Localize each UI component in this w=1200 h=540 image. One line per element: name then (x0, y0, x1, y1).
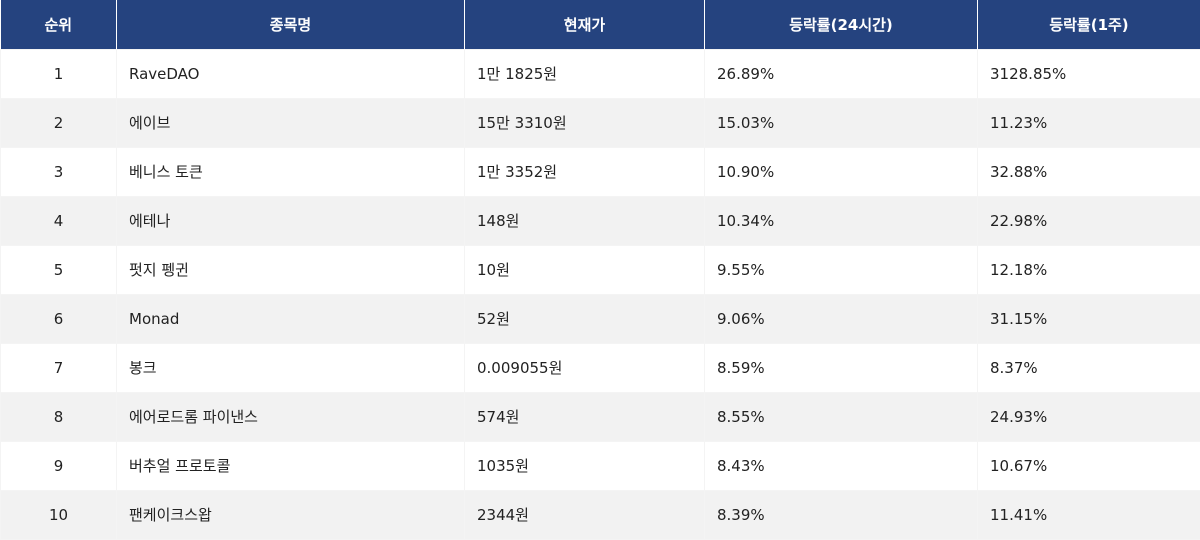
table-row: 2 에이브 15만 3310원 15.03% 11.23% (0, 98, 1200, 148)
cell-name: 봉크 (116, 343, 465, 393)
cell-rank: 9 (0, 441, 117, 491)
cell-name: 에이브 (116, 98, 465, 148)
cell-price: 1만 1825원 (464, 49, 705, 99)
cell-rank: 7 (0, 343, 117, 393)
cell-name: RaveDAO (116, 49, 465, 99)
header-row: 순위 종목명 현재가 등락률(24시간) 등락률(1주) (0, 0, 1200, 50)
cell-price: 148원 (464, 196, 705, 246)
cell-name: Monad (116, 294, 465, 344)
cell-change-1w: 12.18% (977, 245, 1200, 295)
cell-change-24h: 8.43% (704, 441, 978, 491)
cell-price: 574원 (464, 392, 705, 442)
table-header: 순위 종목명 현재가 등락률(24시간) 등락률(1주) (0, 0, 1200, 50)
cell-change-24h: 15.03% (704, 98, 978, 148)
table-row: 9 버추얼 프로토콜 1035원 8.43% 10.67% (0, 441, 1200, 491)
cell-change-1w: 11.41% (977, 490, 1200, 540)
table-row: 5 펏지 펭귄 10원 9.55% 12.18% (0, 245, 1200, 295)
cell-rank: 10 (0, 490, 117, 540)
table-row: 7 봉크 0.009055원 8.59% 8.37% (0, 343, 1200, 393)
cell-name: 에테나 (116, 196, 465, 246)
cell-name: 버추얼 프로토콜 (116, 441, 465, 491)
cell-price: 2344원 (464, 490, 705, 540)
cell-price: 1035원 (464, 441, 705, 491)
cell-change-24h: 9.55% (704, 245, 978, 295)
header-rank: 순위 (0, 0, 117, 50)
cell-change-1w: 32.88% (977, 147, 1200, 197)
cell-change-1w: 3128.85% (977, 49, 1200, 99)
table-row: 4 에테나 148원 10.34% 22.98% (0, 196, 1200, 246)
header-change-24h: 등락률(24시간) (704, 0, 978, 50)
cell-price: 15만 3310원 (464, 98, 705, 148)
cell-rank: 6 (0, 294, 117, 344)
cell-rank: 3 (0, 147, 117, 197)
cell-rank: 8 (0, 392, 117, 442)
cell-name: 에어로드롬 파이낸스 (116, 392, 465, 442)
cell-rank: 1 (0, 49, 117, 99)
cell-rank: 2 (0, 98, 117, 148)
cell-rank: 5 (0, 245, 117, 295)
cell-price: 10원 (464, 245, 705, 295)
cell-change-1w: 24.93% (977, 392, 1200, 442)
table-body: 1 RaveDAO 1만 1825원 26.89% 3128.85% 2 에이브… (0, 49, 1200, 540)
cell-change-24h: 10.90% (704, 147, 978, 197)
cell-change-1w: 11.23% (977, 98, 1200, 148)
cell-price: 0.009055원 (464, 343, 705, 393)
table-row: 10 팬케이크스왑 2344원 8.39% 11.41% (0, 490, 1200, 540)
table-row: 8 에어로드롬 파이낸스 574원 8.55% 24.93% (0, 392, 1200, 442)
cell-change-1w: 22.98% (977, 196, 1200, 246)
cell-change-1w: 8.37% (977, 343, 1200, 393)
table-row: 1 RaveDAO 1만 1825원 26.89% 3128.85% (0, 49, 1200, 99)
cell-change-24h: 10.34% (704, 196, 978, 246)
cell-price: 1만 3352원 (464, 147, 705, 197)
header-change-1w: 등락률(1주) (977, 0, 1200, 50)
table-row: 3 베니스 토큰 1만 3352원 10.90% 32.88% (0, 147, 1200, 197)
cell-rank: 4 (0, 196, 117, 246)
cell-price: 52원 (464, 294, 705, 344)
cell-name: 펏지 펭귄 (116, 245, 465, 295)
table-row: 6 Monad 52원 9.06% 31.15% (0, 294, 1200, 344)
cell-change-24h: 26.89% (704, 49, 978, 99)
cell-change-24h: 9.06% (704, 294, 978, 344)
cell-change-24h: 8.39% (704, 490, 978, 540)
cell-name: 팬케이크스왑 (116, 490, 465, 540)
cell-change-1w: 31.15% (977, 294, 1200, 344)
cell-change-24h: 8.59% (704, 343, 978, 393)
cell-change-1w: 10.67% (977, 441, 1200, 491)
header-price: 현재가 (464, 0, 705, 50)
header-name: 종목명 (116, 0, 465, 50)
cell-change-24h: 8.55% (704, 392, 978, 442)
cell-name: 베니스 토큰 (116, 147, 465, 197)
